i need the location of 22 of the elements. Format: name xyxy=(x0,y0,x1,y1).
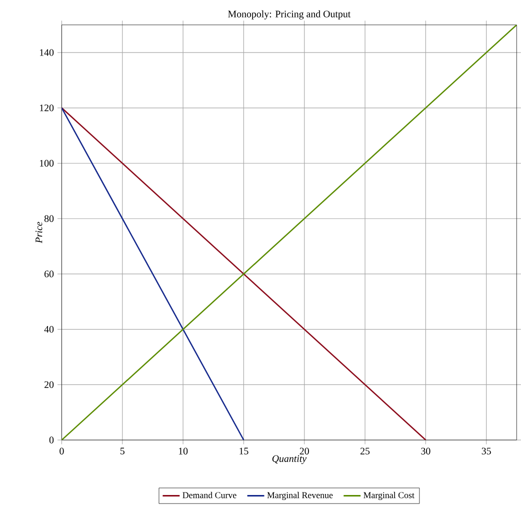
y-axis-title: Price xyxy=(36,222,42,244)
y-tick-label: 40 xyxy=(44,326,54,333)
legend-label: Marginal Cost xyxy=(364,492,414,500)
y-tick-label: 60 xyxy=(44,270,54,278)
legend-label: Marginal Revenue xyxy=(267,492,333,500)
y-tick-label: 140 xyxy=(40,49,54,56)
y-tick-label: 120 xyxy=(40,104,54,112)
y-tick-label: 20 xyxy=(44,381,54,388)
chart-title: Monopoly: Pricing and Output xyxy=(228,10,351,20)
x-tick-label: 20 xyxy=(300,448,309,455)
y-tick-label: 0 xyxy=(49,436,54,444)
x-tick-label: 25 xyxy=(360,448,370,455)
x-tick-label: 35 xyxy=(482,448,491,455)
x-tick-label: 5 xyxy=(120,448,124,454)
y-tick-label: 80 xyxy=(44,215,54,222)
x-tick-label: 15 xyxy=(240,448,248,455)
x-tick-label: 0 xyxy=(60,448,64,455)
x-tick-label: 10 xyxy=(178,448,188,455)
legend-label: Demand Curve xyxy=(182,492,236,498)
x-tick-label: 30 xyxy=(421,448,430,455)
x-axis-title: Quantity xyxy=(272,455,307,464)
y-tick-label: 100 xyxy=(40,160,54,167)
